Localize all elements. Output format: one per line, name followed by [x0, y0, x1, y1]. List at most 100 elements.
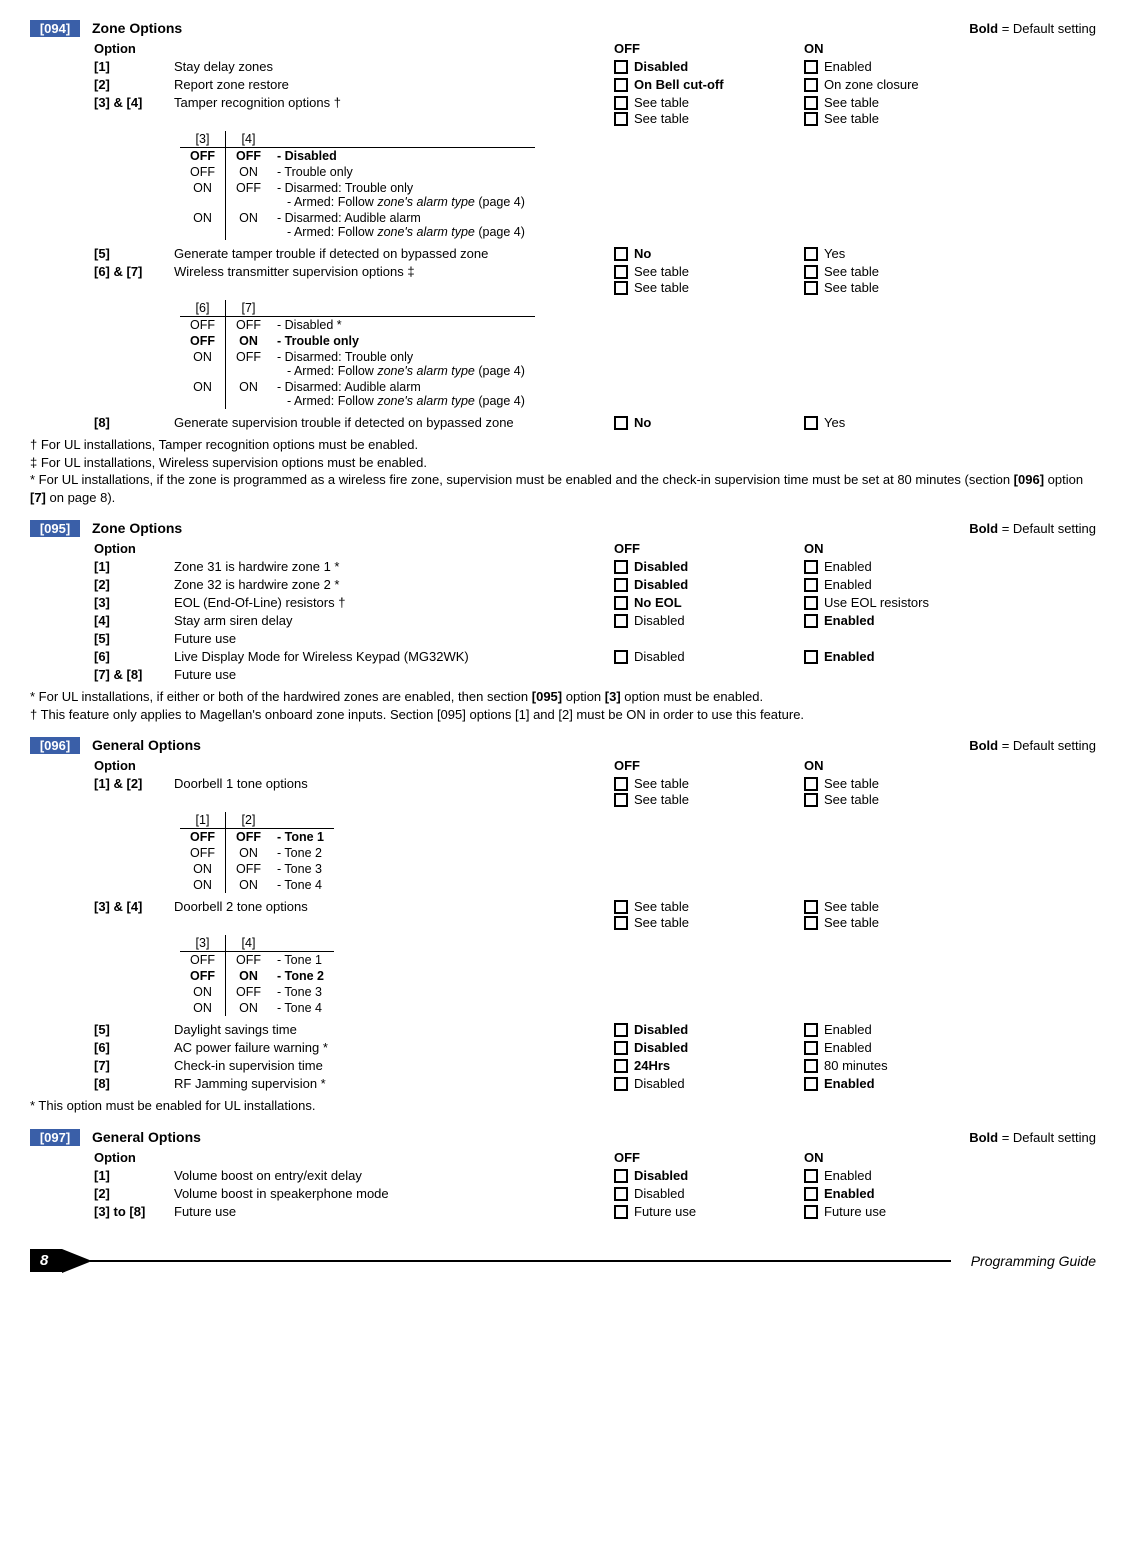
off-cell: See tableSee table	[614, 95, 804, 127]
section: [095] Zone Options Bold = Default setting O…	[30, 520, 1096, 682]
on-cell: See tableSee table	[804, 899, 994, 931]
on-cell: Yes	[804, 246, 994, 261]
option-row: [6]AC power failure warning *DisabledEna…	[30, 1040, 1096, 1055]
on-cell: Enabled	[804, 1040, 994, 1055]
sub-table: [3][4]OFFOFF- Tone 1OFFON- Tone 2ONOFF- …	[180, 935, 1096, 1016]
footnotes: † For UL installations, Tamper recogniti…	[30, 436, 1096, 506]
option-row: [1]Stay delay zonesDisabledEnabled	[30, 59, 1096, 74]
option-row: [1]Volume boost on entry/exit delayDisab…	[30, 1168, 1096, 1183]
option-desc: Stay delay zones	[174, 59, 614, 74]
off-cell: Disabled	[614, 1168, 804, 1183]
option-id: [1]	[94, 59, 174, 74]
option-row: [3] to [8]Future useFuture useFuture use	[30, 1204, 1096, 1219]
sub-table: [3][4]OFFOFF- DisabledOFFON- Trouble onl…	[180, 131, 1096, 240]
option-row: [5]Daylight savings timeDisabledEnabled	[30, 1022, 1096, 1037]
section-tag: [094]	[30, 20, 80, 37]
option-desc: Stay arm siren delay	[174, 613, 614, 628]
option-desc: Report zone restore	[174, 77, 614, 92]
option-desc: Generate tamper trouble if detected on b…	[174, 246, 614, 261]
option-row: [3] & [4]Tamper recognition options †See…	[30, 95, 1096, 127]
option-row: [7] & [8]Future use	[30, 667, 1096, 682]
on-cell: See tableSee table	[804, 776, 994, 808]
option-desc: Live Display Mode for Wireless Keypad (M…	[174, 649, 614, 664]
on-cell: On zone closure	[804, 77, 994, 92]
default-note: Bold = Default setting	[969, 21, 1096, 36]
option-desc: Daylight savings time	[174, 1022, 614, 1037]
section-title: Zone Options	[92, 520, 182, 536]
section-tag: [097]	[30, 1129, 80, 1146]
off-cell: Disabled	[614, 1076, 804, 1091]
option-desc: Volume boost on entry/exit delay	[174, 1168, 614, 1183]
section: [097]General OptionsBold = Default setti…	[30, 1129, 1096, 1219]
off-cell: No	[614, 246, 804, 261]
off-cell: See tableSee table	[614, 899, 804, 931]
on-cell: Enabled	[804, 613, 994, 628]
option-id: [2]	[94, 1186, 174, 1201]
on-cell: 80 minutes	[804, 1058, 994, 1073]
off-cell: No EOL	[614, 595, 804, 610]
option-row: [5]Future use	[30, 631, 1096, 646]
option-id: [3]	[94, 595, 174, 610]
option-row: [4]Stay arm siren delayDisabledEnabled	[30, 613, 1096, 628]
on-cell: Enabled	[804, 1186, 994, 1201]
footer-line	[90, 1260, 950, 1262]
option-id: [2]	[94, 77, 174, 92]
option-desc: Generate supervision trouble if detected…	[174, 415, 614, 430]
option-desc: EOL (End-Of-Line) resistors †	[174, 595, 614, 610]
on-cell: Future use	[804, 1204, 994, 1219]
section: [096]General OptionsBold = Default setti…	[30, 737, 1096, 1091]
off-cell: See tableSee table	[614, 264, 804, 296]
section: [094]Zone OptionsBold = Default settingO…	[30, 20, 1096, 430]
option-row: [3] & [4]Doorbell 2 tone optionsSee tabl…	[30, 899, 1096, 931]
option-desc: Doorbell 1 tone options	[174, 776, 614, 791]
off-cell: Disabled	[614, 59, 804, 74]
off-cell: Disabled	[614, 1040, 804, 1055]
default-note: Bold = Default setting	[969, 738, 1096, 753]
off-cell: Disabled	[614, 1022, 804, 1037]
off-cell: On Bell cut-off	[614, 77, 804, 92]
footer-title: Programming Guide	[951, 1253, 1096, 1269]
option-row: [8]RF Jamming supervision *DisabledEnabl…	[30, 1076, 1096, 1091]
option-row: [5]Generate tamper trouble if detected o…	[30, 246, 1096, 261]
footnotes: * For UL installations, if either or bot…	[30, 688, 1096, 723]
sub-table: [6][7]OFFOFF- Disabled *OFFON- Trouble o…	[180, 300, 1096, 409]
option-desc: AC power failure warning *	[174, 1040, 614, 1055]
option-row: [8]Generate supervision trouble if detec…	[30, 415, 1096, 430]
option-row: [2]Volume boost in speakerphone modeDisa…	[30, 1186, 1096, 1201]
option-id: [5]	[94, 1022, 174, 1037]
option-desc: Wireless transmitter supervision options…	[174, 264, 614, 279]
column-headers: OptionOFFON	[30, 1150, 1096, 1165]
off-cell: Disabled	[614, 559, 804, 574]
option-desc: Zone 32 is hardwire zone 2 *	[174, 577, 614, 592]
off-cell: Disabled	[614, 649, 804, 664]
page-number: 8	[30, 1249, 62, 1272]
option-desc: Volume boost in speakerphone mode	[174, 1186, 614, 1201]
default-note: Bold = Default setting	[969, 1130, 1096, 1145]
section-tag: [095]	[30, 520, 80, 537]
off-cell: Disabled	[614, 1186, 804, 1201]
option-id: [3] & [4]	[94, 899, 174, 914]
off-cell: See tableSee table	[614, 776, 804, 808]
option-row: [2]Zone 32 is hardwire zone 2 *DisabledE…	[30, 577, 1096, 592]
option-id: [7] & [8]	[94, 667, 174, 682]
option-row: [3]EOL (End-Of-Line) resistors †No EOLUs…	[30, 595, 1096, 610]
option-id: [8]	[94, 1076, 174, 1091]
off-cell: Disabled	[614, 613, 804, 628]
option-desc: Future use	[174, 631, 614, 646]
option-desc: Zone 31 is hardwire zone 1 *	[174, 559, 614, 574]
option-id: [1]	[94, 1168, 174, 1183]
column-headers: OptionOFFON	[30, 541, 1096, 556]
footnotes: * This option must be enabled for UL ins…	[30, 1097, 1096, 1115]
default-note: Bold = Default setting	[969, 521, 1096, 536]
option-id: [5]	[94, 246, 174, 261]
off-cell: 24Hrs	[614, 1058, 804, 1073]
column-headers: OptionOFFON	[30, 758, 1096, 773]
on-cell: Enabled	[804, 559, 994, 574]
option-id: [2]	[94, 577, 174, 592]
on-cell: Yes	[804, 415, 994, 430]
on-cell: Enabled	[804, 1022, 994, 1037]
option-id: [8]	[94, 415, 174, 430]
column-headers: OptionOFFON	[30, 41, 1096, 56]
off-cell: Disabled	[614, 577, 804, 592]
option-row: [6]Live Display Mode for Wireless Keypad…	[30, 649, 1096, 664]
